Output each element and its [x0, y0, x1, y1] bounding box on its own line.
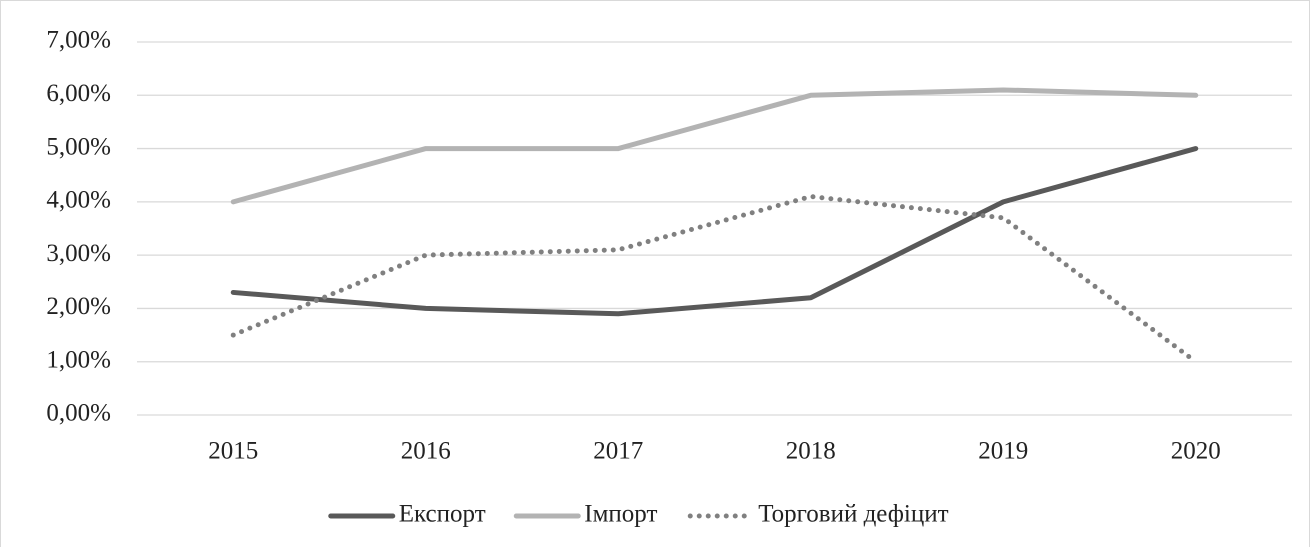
legend-label: Імпорт — [584, 501, 657, 528]
series-line — [230, 194, 1199, 365]
series-line — [230, 87, 1199, 205]
series-line — [230, 146, 1199, 317]
x-tick-label: 2015 — [208, 438, 258, 465]
y-tick-label: 1,00% — [46, 346, 111, 373]
y-tick-label: 3,00% — [46, 240, 111, 267]
y-tick-label: 5,00% — [46, 133, 111, 160]
x-tick-label: 2020 — [1171, 438, 1221, 465]
y-tick-label: 0,00% — [46, 400, 111, 427]
x-tick-label: 2017 — [593, 438, 643, 465]
legend-label: Експорт — [399, 501, 486, 528]
y-tick-label: 7,00% — [46, 27, 111, 54]
y-tick-label: 4,00% — [46, 187, 111, 214]
legend-label: Торговий дефіцит — [758, 501, 948, 528]
x-tick-label: 2018 — [786, 438, 836, 465]
y-tick-label: 2,00% — [46, 293, 111, 320]
y-tick-label: 6,00% — [46, 80, 111, 107]
x-tick-label: 2019 — [978, 438, 1028, 465]
x-tick-label: 2016 — [401, 438, 451, 465]
